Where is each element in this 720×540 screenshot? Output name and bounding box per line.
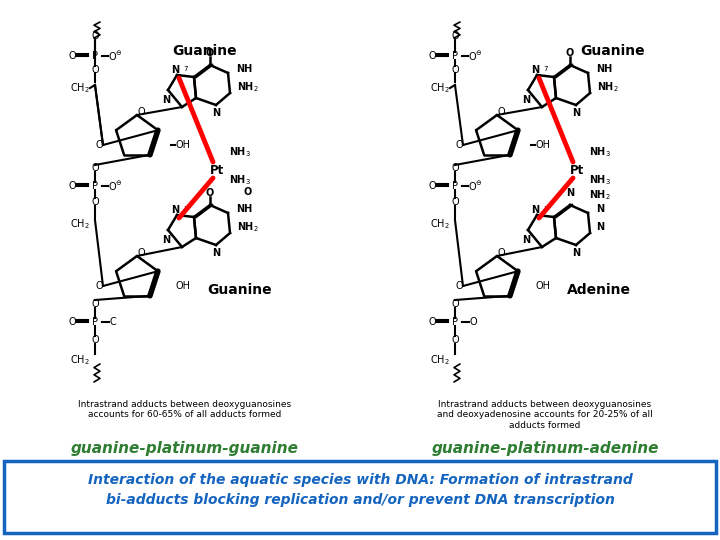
Text: Intrastrand adducts between deoxyguanosines
accounts for 60-65% of all adducts f: Intrastrand adducts between deoxyguanosi… — [78, 400, 292, 420]
Text: O: O — [91, 31, 99, 41]
Text: O: O — [68, 317, 76, 327]
Text: OH: OH — [175, 140, 190, 150]
Text: OH: OH — [535, 140, 550, 150]
Text: O: O — [91, 163, 99, 173]
Text: O: O — [91, 299, 99, 309]
Text: NH$_3$: NH$_3$ — [229, 173, 251, 187]
Text: P: P — [452, 51, 458, 61]
Text: Guanine: Guanine — [580, 44, 644, 58]
Text: O: O — [428, 51, 436, 61]
Text: OH: OH — [535, 281, 550, 291]
Text: Guanine: Guanine — [207, 283, 271, 297]
Text: O$^{\ominus}$: O$^{\ominus}$ — [467, 50, 482, 63]
Text: NH$_3$: NH$_3$ — [589, 173, 611, 187]
Text: N: N — [171, 205, 179, 215]
Text: O: O — [451, 163, 459, 173]
Text: O: O — [138, 248, 145, 258]
Text: NH$_2$: NH$_2$ — [589, 188, 611, 202]
Text: Pt: Pt — [210, 164, 224, 177]
Text: guanine-platinum-guanine: guanine-platinum-guanine — [71, 441, 299, 456]
Text: O: O — [95, 140, 103, 150]
Text: P: P — [92, 181, 98, 191]
Text: O: O — [455, 140, 463, 150]
Text: guanine-platinum-adenine: guanine-platinum-adenine — [431, 441, 659, 456]
Text: 7: 7 — [543, 206, 547, 212]
Text: P: P — [92, 317, 98, 327]
Text: NH$_2$: NH$_2$ — [597, 80, 618, 94]
Text: NH$_2$: NH$_2$ — [237, 80, 258, 94]
Text: O: O — [68, 181, 76, 191]
Text: CH$_2$: CH$_2$ — [71, 353, 90, 367]
Text: NH$_3$: NH$_3$ — [589, 145, 611, 159]
Text: Interaction of the aquatic species with DNA: Formation of intrastrand: Interaction of the aquatic species with … — [88, 473, 632, 487]
Text: O: O — [206, 188, 214, 198]
Text: N: N — [596, 222, 604, 232]
Text: O: O — [498, 107, 505, 117]
Text: N: N — [572, 248, 580, 258]
Text: 7: 7 — [543, 66, 547, 72]
Text: N: N — [162, 235, 170, 245]
Text: NH$_2$: NH$_2$ — [237, 220, 258, 234]
Text: N: N — [531, 205, 539, 215]
Text: N: N — [171, 65, 179, 75]
Text: O: O — [91, 65, 99, 75]
Text: N: N — [212, 248, 220, 258]
Text: O$^{\ominus}$: O$^{\ominus}$ — [107, 50, 122, 63]
Text: O: O — [91, 197, 99, 207]
Text: O: O — [206, 48, 214, 58]
Text: NH: NH — [596, 64, 612, 74]
Text: CH$_2$: CH$_2$ — [431, 353, 450, 367]
Text: bi-adducts blocking replication and/or prevent DNA transcription: bi-adducts blocking replication and/or p… — [106, 493, 614, 507]
Text: P: P — [452, 181, 458, 191]
Text: O$^{\ominus}$: O$^{\ominus}$ — [467, 179, 482, 193]
Text: O: O — [451, 335, 459, 345]
Text: CH$_2$: CH$_2$ — [431, 81, 450, 95]
Text: Adenine: Adenine — [567, 283, 631, 297]
FancyBboxPatch shape — [4, 461, 716, 533]
Text: N: N — [522, 95, 530, 105]
Text: O: O — [95, 281, 103, 291]
Text: NH: NH — [236, 64, 252, 74]
Text: N: N — [162, 95, 170, 105]
Text: O$^{\ominus}$: O$^{\ominus}$ — [107, 179, 122, 193]
Text: CH$_2$: CH$_2$ — [71, 217, 90, 231]
Text: NH$_3$: NH$_3$ — [229, 145, 251, 159]
Text: CH$_2$: CH$_2$ — [431, 217, 450, 231]
Text: O: O — [68, 51, 76, 61]
Text: N: N — [531, 65, 539, 75]
Text: N: N — [522, 235, 530, 245]
Text: Pt: Pt — [570, 164, 584, 177]
Text: CH$_2$: CH$_2$ — [71, 81, 90, 95]
Text: O: O — [451, 65, 459, 75]
Text: N: N — [212, 108, 220, 118]
Text: O: O — [469, 317, 477, 327]
Text: OH: OH — [175, 281, 190, 291]
Text: 7: 7 — [183, 206, 187, 212]
Text: O: O — [566, 48, 574, 58]
Text: O: O — [138, 107, 145, 117]
Text: P: P — [92, 51, 98, 61]
Text: 7: 7 — [183, 66, 187, 72]
Text: NH: NH — [236, 204, 252, 214]
Text: O: O — [428, 181, 436, 191]
Text: N: N — [572, 108, 580, 118]
Text: O: O — [91, 335, 99, 345]
Text: Guanine: Guanine — [172, 44, 237, 58]
Text: O: O — [243, 187, 251, 197]
Text: O: O — [451, 31, 459, 41]
Text: O: O — [428, 317, 436, 327]
Text: P: P — [452, 317, 458, 327]
Text: N: N — [596, 204, 604, 214]
Text: O: O — [451, 299, 459, 309]
Text: C: C — [109, 317, 117, 327]
Text: Intrastrand adducts between deoxyguanosines
and deoxyadenosine accounts for 20-2: Intrastrand adducts between deoxyguanosi… — [437, 400, 653, 430]
Text: N: N — [566, 188, 574, 198]
Text: O: O — [498, 248, 505, 258]
Text: O: O — [455, 281, 463, 291]
Text: O: O — [451, 197, 459, 207]
